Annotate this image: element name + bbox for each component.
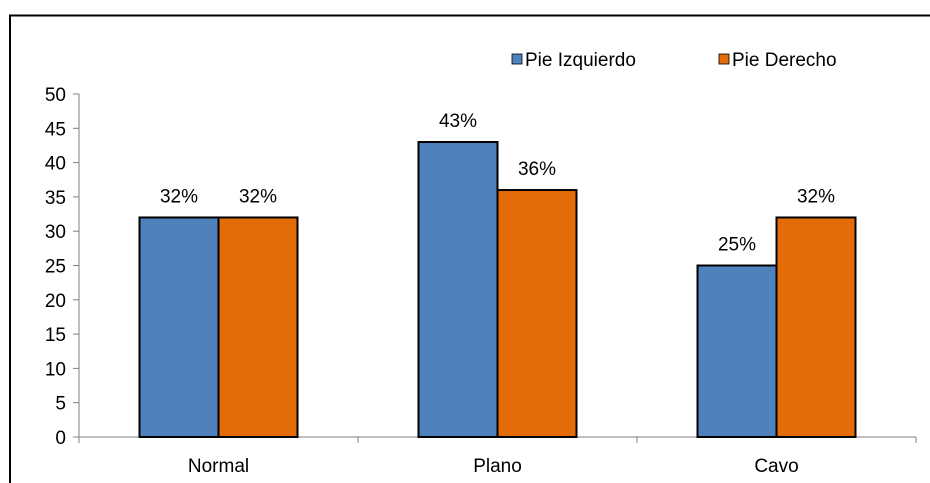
data-label-pie-derecho-plano: 36% — [518, 159, 556, 180]
x-tick-label-normal: Normal — [188, 456, 249, 477]
legend-swatch-pie-izquierdo — [511, 53, 523, 65]
data-label-pie-derecho-cavo: 32% — [797, 186, 835, 207]
x-tick-label-cavo: Cavo — [754, 456, 798, 477]
y-tick-label-40: 40 — [45, 154, 66, 175]
bar-pie-derecho-cavo — [775, 216, 857, 438]
bar-pie-derecho-plano — [496, 189, 578, 438]
legend-label-pie-derecho: Pie Derecho — [732, 50, 837, 71]
y-tick-label-10: 10 — [45, 359, 66, 380]
bar-pie-izquierdo-cavo — [696, 264, 778, 438]
data-label-pie-izquierdo-normal: 32% — [160, 186, 198, 207]
y-tick-label-15: 15 — [45, 325, 66, 346]
legend-swatch-pie-derecho — [718, 53, 730, 65]
y-tick-label-20: 20 — [45, 291, 66, 312]
y-tick-label-50: 50 — [45, 85, 66, 106]
y-tick-label-0: 0 — [55, 428, 66, 449]
y-tick-label-5: 5 — [55, 394, 66, 415]
data-labels: 32% 32% 43% 36% 25% 32% — [160, 111, 835, 255]
data-label-pie-izquierdo-cavo: 25% — [718, 235, 756, 256]
y-tick-label-30: 30 — [45, 222, 66, 243]
y-tick-label-35: 35 — [45, 188, 66, 209]
legend-label-pie-izquierdo: Pie Izquierdo — [525, 50, 636, 71]
x-tick-label-plano: Plano — [473, 456, 522, 477]
y-tick-label-45: 45 — [45, 119, 66, 140]
bars — [138, 141, 857, 439]
data-label-pie-derecho-normal: 32% — [239, 186, 277, 207]
bar-pie-izquierdo-plano — [417, 141, 499, 439]
data-label-pie-izquierdo-plano: 43% — [439, 111, 477, 132]
legend: Pie Izquierdo Pie Derecho — [511, 50, 837, 71]
axes: 0 5 10 15 20 25 30 35 40 45 50 Normal Plano Cavo — [45, 85, 917, 477]
bar-pie-derecho-normal — [217, 216, 299, 438]
bar-pie-izquierdo-normal — [138, 216, 220, 438]
y-tick-label-25: 25 — [45, 257, 66, 278]
